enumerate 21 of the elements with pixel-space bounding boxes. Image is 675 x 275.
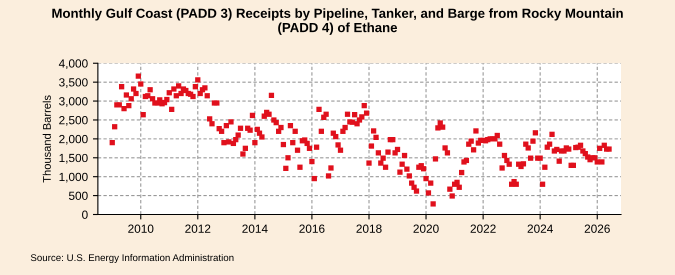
x-tick-label: 2026 [584,224,610,233]
y-tick-label: 4,000 [58,59,88,70]
x-tick-label: 2018 [356,224,382,233]
y-tick-label: 500 [68,192,88,200]
y-tick-label: 2,000 [59,134,88,145]
y-tick-label: 3,000 [59,97,88,107]
y-tick-label: 1,000 [60,172,88,182]
x-tick-label: 2016 [299,224,325,233]
source-note: Source: U.S. Energy Information Administration [30,254,234,264]
x-tick-label: 2020 [413,224,439,233]
y-tick-label: 0 [82,210,88,219]
y-tick-label: 1,500 [60,154,88,164]
x-tick-label: 2022 [470,224,496,233]
x-tick-label: 2010 [128,224,154,233]
chart-title: Monthly Gulf Coast (PADD 3) Receipts by Pipeline, Tanker, and Barge from Rocky Mountain (PADD 4) of Ethane [52,8,623,35]
y-axis-title: Thousand Barrels [42,95,51,182]
y-tick-label: 2,500 [59,116,88,126]
x-tick-label: 2014 [242,224,268,233]
x-tick-label: 2012 [185,224,210,233]
y-tick-label: 3,500 [59,78,88,88]
x-tick-label: 2024 [528,224,553,233]
